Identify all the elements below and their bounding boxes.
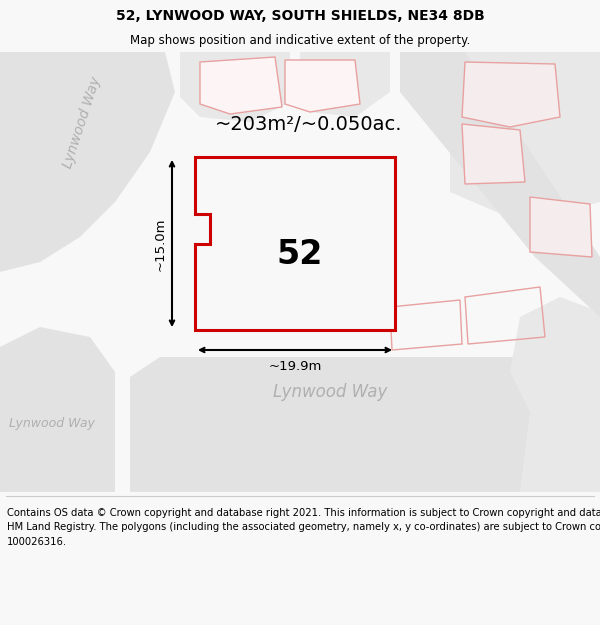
Text: Contains OS data © Crown copyright and database right 2021. This information is : Contains OS data © Crown copyright and d…: [7, 508, 600, 547]
Text: Map shows position and indicative extent of the property.: Map shows position and indicative extent…: [130, 34, 470, 47]
Text: ~203m²/~0.050ac.: ~203m²/~0.050ac.: [215, 114, 403, 134]
Polygon shape: [180, 52, 290, 122]
Polygon shape: [450, 52, 600, 222]
Text: Lynwood Way: Lynwood Way: [61, 74, 103, 169]
Polygon shape: [200, 57, 282, 114]
Polygon shape: [530, 197, 592, 257]
Polygon shape: [462, 124, 525, 184]
Polygon shape: [462, 62, 560, 127]
Text: Lynwood Way: Lynwood Way: [273, 383, 387, 401]
Polygon shape: [400, 52, 600, 317]
Text: 52: 52: [277, 238, 323, 271]
Polygon shape: [0, 327, 115, 492]
Polygon shape: [130, 357, 580, 492]
Text: Lynwood Way: Lynwood Way: [9, 418, 95, 431]
Polygon shape: [0, 52, 175, 272]
Text: ~19.9m: ~19.9m: [268, 359, 322, 372]
Polygon shape: [285, 60, 360, 112]
Polygon shape: [300, 52, 390, 117]
Text: 52, LYNWOOD WAY, SOUTH SHIELDS, NE34 8DB: 52, LYNWOOD WAY, SOUTH SHIELDS, NE34 8DB: [116, 9, 484, 22]
Polygon shape: [510, 297, 600, 492]
Polygon shape: [195, 157, 395, 330]
Text: ~15.0m: ~15.0m: [154, 217, 167, 271]
